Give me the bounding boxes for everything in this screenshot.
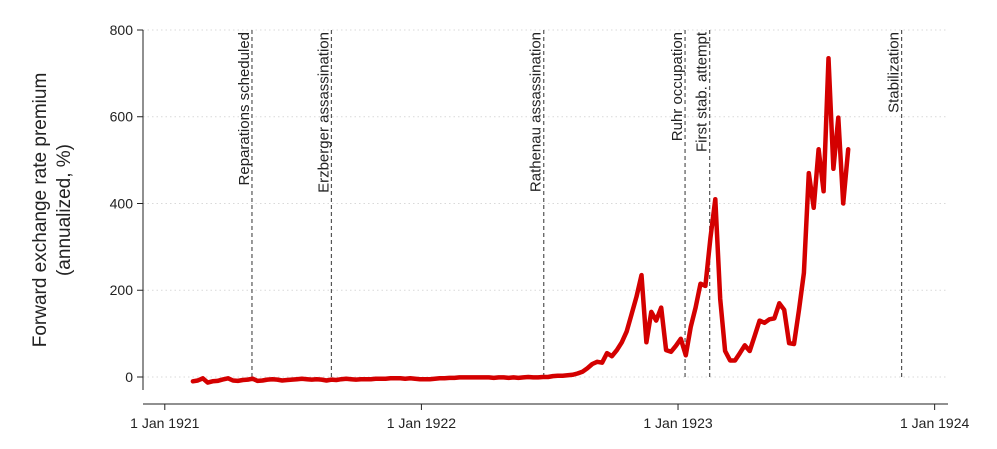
x-tick-label: 1 Jan 1923: [643, 415, 712, 431]
y-tick-label: 800: [110, 22, 134, 38]
x-tick-label: 1 Jan 1922: [387, 415, 456, 431]
x-tick-label: 1 Jan 1921: [130, 415, 199, 431]
y-axis-title-line-1: Forward exchange rate premium: [30, 73, 51, 348]
axes: 0 200 400 600 800 1 Jan 1921 1 Jan 1922 1 Jan 1…: [110, 22, 970, 431]
y-tick-label: 400: [110, 195, 134, 211]
series-layer: [190, 55, 851, 385]
y-tick-label: 0: [125, 369, 133, 385]
y-axis-title-line-2: (annualized, %): [54, 144, 75, 276]
event-label: Reparations scheduled: [236, 32, 253, 185]
y-tick-label: 600: [110, 109, 134, 125]
y-tick-label: 200: [110, 282, 134, 298]
event-label: Rathenau assassination: [528, 32, 545, 192]
event-label: Erzberger assassination: [315, 32, 332, 193]
event-label: Stabilization: [886, 32, 903, 113]
series-line-0: [190, 55, 851, 385]
x-tick-label: 1 Jan 1924: [900, 415, 969, 431]
event-label: First stab. attempt: [694, 31, 711, 152]
event-label: Ruhr occupation: [669, 32, 686, 141]
event-markers: Reparations scheduled Erzberger assassina…: [236, 30, 903, 377]
